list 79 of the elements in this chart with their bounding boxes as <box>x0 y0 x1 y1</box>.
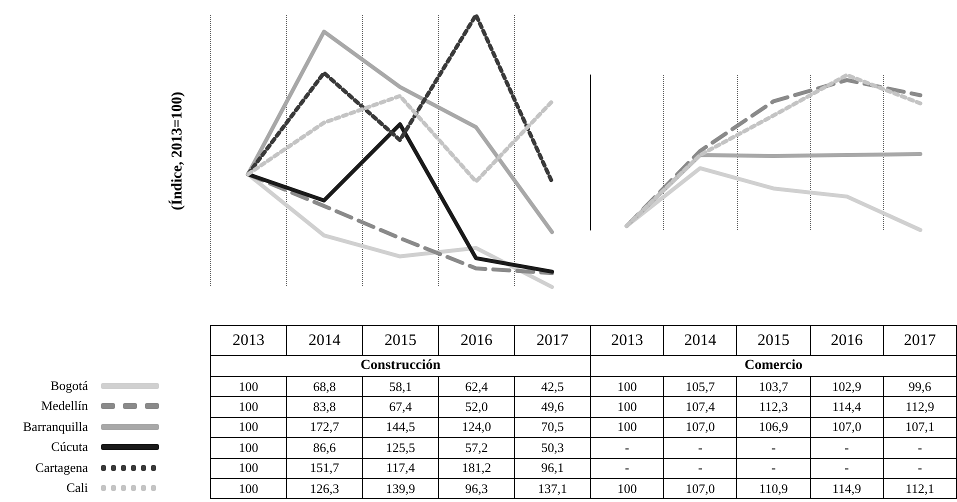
data-label: 100 <box>210 437 287 459</box>
data-label: 100 <box>210 458 287 479</box>
data-label: 110,9 <box>736 478 811 500</box>
data-label: 86,6 <box>286 437 363 459</box>
data-label: 62,4 <box>438 376 515 398</box>
text: - <box>771 460 776 476</box>
legend-label: Cartagena <box>35 460 88 476</box>
data-label: 70,5 <box>514 416 591 438</box>
data-label: 100 <box>590 376 664 398</box>
text: - <box>624 460 630 476</box>
x-tick-label: 2017 <box>882 325 957 356</box>
data-label: 105,7 <box>663 376 738 398</box>
data-label: 112,9 <box>882 396 957 418</box>
data-label: 112,3 <box>736 396 811 418</box>
data-label: 117,4 <box>362 458 439 479</box>
data-label: 52,0 <box>438 396 515 418</box>
text: - <box>698 440 702 455</box>
data-label: 106,9 <box>736 416 811 438</box>
data-label: 100 <box>210 396 287 418</box>
legend-label: Cúcuta <box>51 439 88 456</box>
data-label: 139,9 <box>362 478 439 500</box>
data-label: 103,7 <box>736 376 811 398</box>
x-tick-label: 2013 <box>210 325 287 356</box>
data-label: 100 <box>210 416 287 438</box>
x-tick-label: 2016 <box>438 325 515 356</box>
x-tick-label: 2017 <box>514 325 591 356</box>
data-label: 107,1 <box>882 416 957 438</box>
data-label: 126,3 <box>286 478 363 500</box>
legend-label: Barranquilla <box>23 418 88 435</box>
data-label: 96,1 <box>514 458 591 479</box>
data-label: 137,1 <box>514 478 591 500</box>
data-label: 50,3 <box>514 437 591 459</box>
legend-label: Cali <box>66 480 88 496</box>
x-tick-label: 2014 <box>286 325 363 356</box>
data-label: 114,4 <box>810 396 884 418</box>
text: - <box>918 460 922 476</box>
data-label: 100 <box>590 396 664 418</box>
data-label: 99,6 <box>882 376 957 398</box>
data-label: 100 <box>210 376 287 398</box>
data-label: 57,2 <box>438 437 515 459</box>
text: Comercio <box>590 355 957 377</box>
data-label: 107,0 <box>663 478 738 500</box>
data-label: 107,0 <box>810 416 884 438</box>
data-label: 83,8 <box>286 396 363 418</box>
data-label: 114,9 <box>810 478 884 500</box>
data-label: 107,4 <box>663 396 738 418</box>
y-axis-title: (Índice, 2013=100) <box>168 92 186 210</box>
data-label: 100 <box>590 416 664 438</box>
data-label: 58,1 <box>362 376 439 398</box>
data-label: 68,8 <box>286 376 363 398</box>
x-tick-label: 2014 <box>663 325 738 356</box>
data-label: 151,7 <box>286 458 363 479</box>
data-label: 172,7 <box>286 416 363 438</box>
data-label: 144,5 <box>362 416 439 438</box>
text: Construcción <box>210 355 591 377</box>
data-label: 96,3 <box>438 478 515 500</box>
data-label: 181,2 <box>438 458 515 479</box>
text: - <box>844 460 849 476</box>
x-tick-label: 2016 <box>810 325 884 356</box>
text: - <box>771 440 776 455</box>
data-label: 124,0 <box>438 416 515 438</box>
x-tick-label: 2013 <box>590 325 664 356</box>
data-label: 100 <box>210 478 287 500</box>
legend-label: Medellín <box>41 398 88 414</box>
data-label: 102,9 <box>810 376 884 398</box>
data-label: 49,6 <box>514 396 591 418</box>
x-tick-label: 2015 <box>736 325 811 356</box>
data-label: 125,5 <box>362 437 439 459</box>
data-label: 112,1 <box>882 478 957 500</box>
legend-label: Bogotá <box>50 378 88 394</box>
text: - <box>844 440 849 455</box>
text: - <box>698 460 702 476</box>
data-label: 67,4 <box>362 396 439 418</box>
data-label: 107,0 <box>663 416 738 438</box>
data-label: 42,5 <box>514 376 591 398</box>
x-tick-label: 2015 <box>362 325 439 356</box>
text: - <box>918 440 922 455</box>
data-label: 100 <box>590 478 664 500</box>
text: - <box>624 440 630 455</box>
